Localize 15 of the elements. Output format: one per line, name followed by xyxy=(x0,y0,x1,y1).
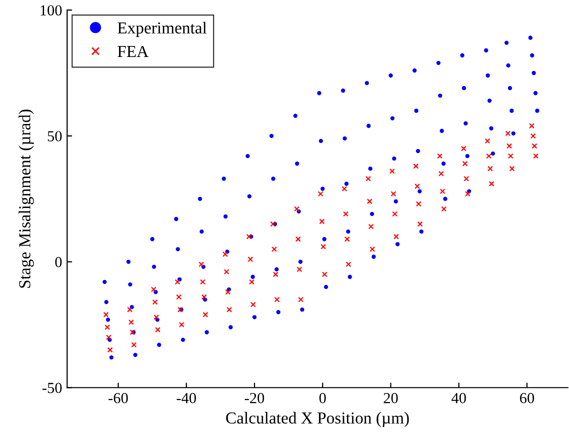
x-tick-label: 40 xyxy=(452,392,466,404)
y-tick-label: 0 xyxy=(55,256,62,268)
legend-label: FEA xyxy=(118,46,149,57)
x-axis-title: Calculated X Position (µm) xyxy=(226,412,409,428)
y-tick-label: 50 xyxy=(48,131,62,142)
x-tick-label: -40 xyxy=(176,392,196,404)
x-tick-label: -20 xyxy=(244,392,264,404)
x-tick-label: 20 xyxy=(384,392,398,404)
x-tick-label: -60 xyxy=(108,392,128,404)
y-tick-label: 100 xyxy=(40,5,62,16)
y-axis-title: Stage Misalignment (µrad) xyxy=(18,110,34,288)
x-tick-label: 60 xyxy=(520,392,534,404)
x-tick-label: 0 xyxy=(319,392,326,404)
y-tick-label: -50 xyxy=(42,382,62,394)
legend-label: Experimental xyxy=(118,22,207,37)
